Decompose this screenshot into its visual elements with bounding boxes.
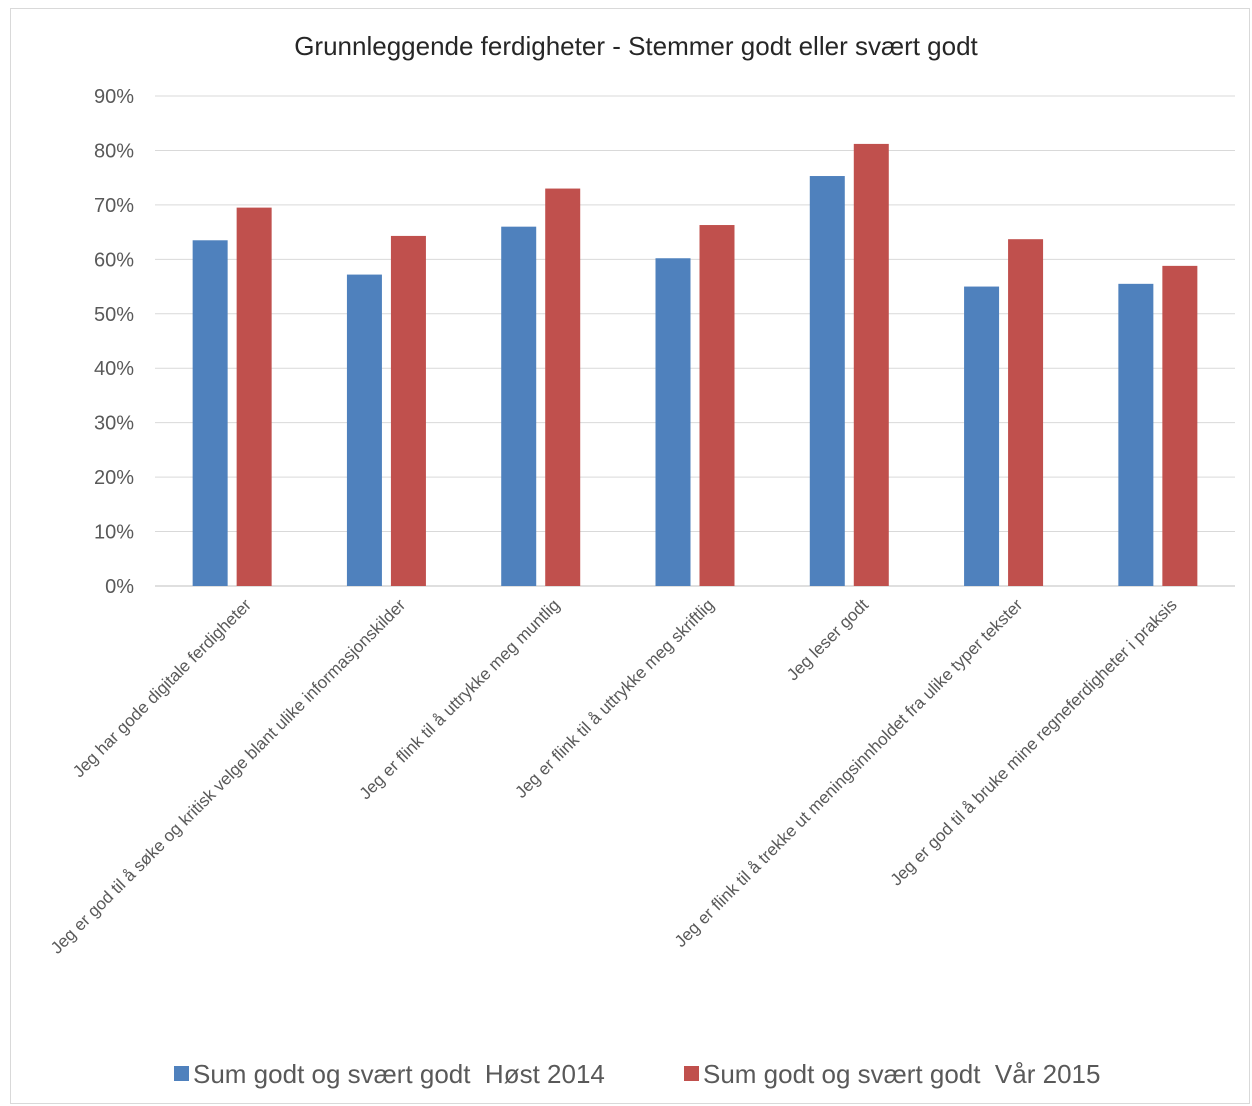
bar-series-1 [346, 274, 382, 586]
bar-series-1 [655, 258, 691, 586]
legend: Sum godt og svært godt Høst 2014 Sum godt… [174, 1059, 1100, 1089]
legend-swatch [684, 1066, 699, 1081]
legend-label: Sum godt og svært godt Høst 2014 [193, 1059, 605, 1089]
legend-swatch [174, 1066, 189, 1081]
y-tick-label: 30% [94, 413, 134, 435]
bar-series-2 [1008, 239, 1044, 586]
chart-title: Grunnleggende ferdigheter - Stemmer godt… [294, 31, 978, 61]
bar-series-2 [236, 207, 272, 586]
x-tick-label: Jeg leser godt [783, 595, 872, 684]
gridlines [155, 95, 1235, 587]
bar-series-2 [390, 235, 426, 586]
bar-series-1 [192, 240, 228, 586]
bar-series-2 [1162, 265, 1198, 586]
bar-series-1 [964, 286, 1000, 586]
bar-series-2 [699, 225, 735, 587]
y-tick-label: 90% [94, 86, 134, 108]
y-tick-label: 70% [94, 195, 134, 217]
y-tick-label: 0% [105, 576, 134, 598]
x-tick-label: Jeg er god til å søke og kritisk velge b… [47, 595, 409, 957]
y-tick-label: 20% [94, 467, 134, 489]
bar-series-1 [1118, 283, 1154, 586]
y-axis-ticks: 0% 10% 20% 30% 40% 50% 60% 70% 80% 90% [94, 86, 134, 598]
x-tick-label: Jeg er god til å bruke mine regneferdigh… [887, 595, 1181, 889]
x-tick-label: Jeg har gode digitale ferdigheter [69, 595, 255, 781]
y-tick-label: 40% [94, 358, 134, 380]
y-tick-label: 60% [94, 249, 134, 271]
x-tick-label: Jeg er flink til å trekke ut meningsinnh… [671, 595, 1027, 951]
bar-series-1 [501, 226, 537, 586]
y-tick-label: 10% [94, 522, 134, 544]
y-tick-label: 50% [94, 304, 134, 326]
legend-label: Sum godt og svært godt Vår 2015 [703, 1059, 1100, 1089]
bars [192, 143, 1198, 587]
bar-series-2 [545, 188, 581, 587]
bar-series-2 [853, 143, 889, 586]
bar-series-1 [809, 176, 845, 587]
y-tick-label: 80% [94, 140, 134, 162]
